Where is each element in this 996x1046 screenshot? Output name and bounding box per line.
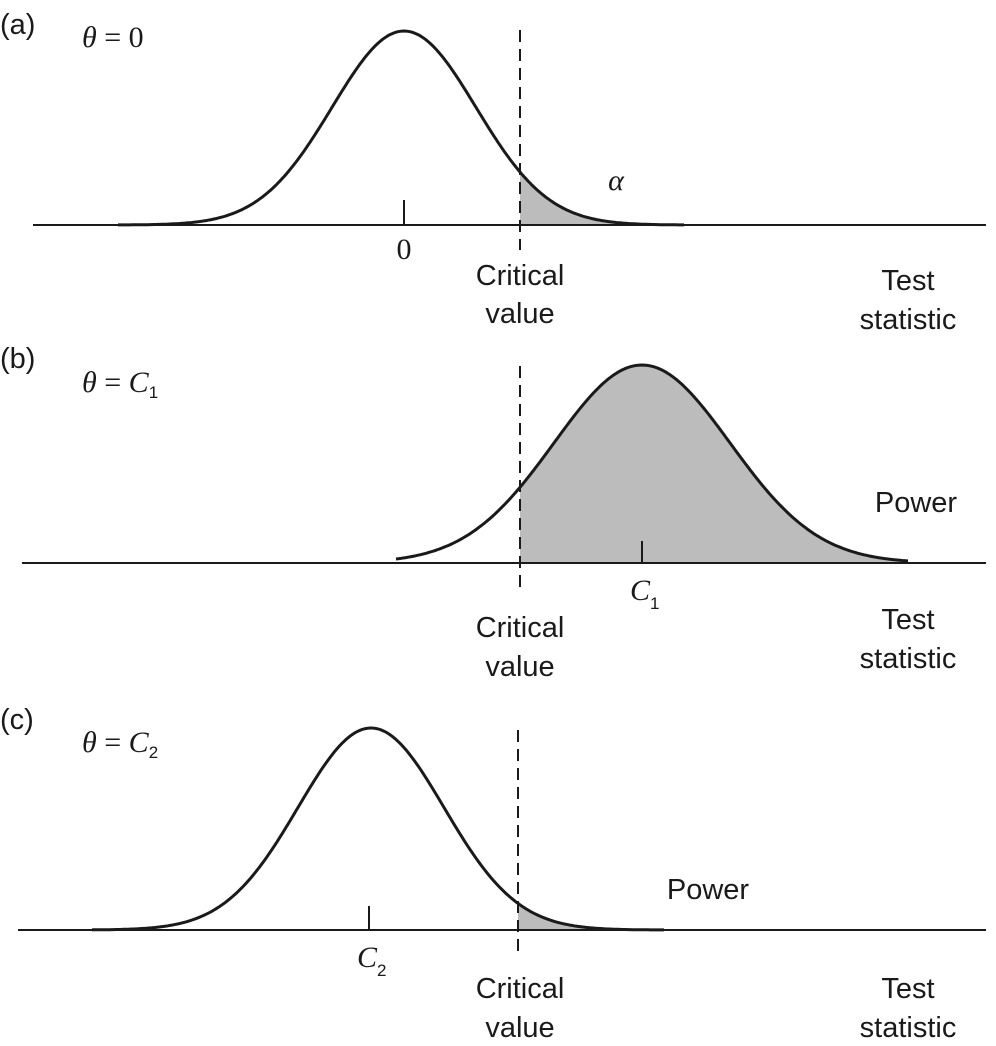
axis-label-line1: Test (881, 973, 934, 1005)
alpha-label: α (608, 164, 625, 197)
theta-symbol: θ (82, 21, 97, 54)
critical-label-line1: Critical (476, 612, 565, 644)
panel-c: (c) θ = C2 C2 Power Critical value Test … (0, 704, 986, 1044)
panel-b: (b) θ = C1 C1 Power Critical value Test … (0, 343, 986, 683)
tick-label-subscript: 1 (650, 594, 659, 613)
alternative-distribution-curve (91, 726, 664, 932)
theta-value: C (129, 726, 150, 759)
critical-label-line2: value (485, 651, 554, 683)
theta-value: C (129, 366, 150, 399)
theta-label: θ = 0 (82, 21, 144, 54)
critical-label-line1: Critical (476, 973, 565, 1005)
panel-tag: (c) (0, 704, 34, 736)
axis-label-line2: statistic (860, 304, 957, 336)
alternative-distribution-curve (395, 363, 909, 563)
theta-value: 0 (129, 21, 144, 54)
alpha-region (520, 172, 684, 225)
axis-label-line1: Test (881, 604, 934, 636)
axis-label-line1: Test (881, 265, 934, 297)
axis-label-line2: statistic (860, 643, 957, 675)
panel-tag: (a) (0, 9, 35, 41)
tick-label: C2 (357, 941, 386, 980)
power-label: Power (667, 874, 750, 906)
theta-subscript: 2 (149, 743, 158, 762)
tick-label-main: C (357, 941, 378, 974)
theta-equals: = (97, 21, 129, 54)
critical-label-line1: Critical (476, 260, 565, 292)
panel-tag: (b) (0, 343, 35, 375)
theta-equals: = (97, 366, 129, 399)
theta-label: θ = C2 (82, 726, 158, 762)
tick-label: 0 (397, 233, 412, 266)
theta-label: θ = C1 (82, 366, 158, 402)
theta-subscript: 1 (149, 383, 158, 402)
theta-equals: = (97, 726, 129, 759)
power-label: Power (875, 487, 958, 519)
power-region (518, 903, 664, 930)
tick-label-main: C (630, 574, 651, 607)
null-distribution-curve (118, 29, 684, 227)
theta-symbol: θ (82, 726, 97, 759)
theta-symbol: θ (82, 366, 97, 399)
critical-label-line2: value (485, 1012, 554, 1044)
panel-a: (a) θ = 0 0 α Critical value Test statis… (0, 9, 986, 336)
tick-label: C1 (630, 574, 659, 613)
tick-label-subscript: 2 (377, 961, 386, 980)
axis-label-line2: statistic (860, 1012, 957, 1044)
power-region (520, 365, 908, 563)
critical-label-line2: value (485, 298, 554, 330)
